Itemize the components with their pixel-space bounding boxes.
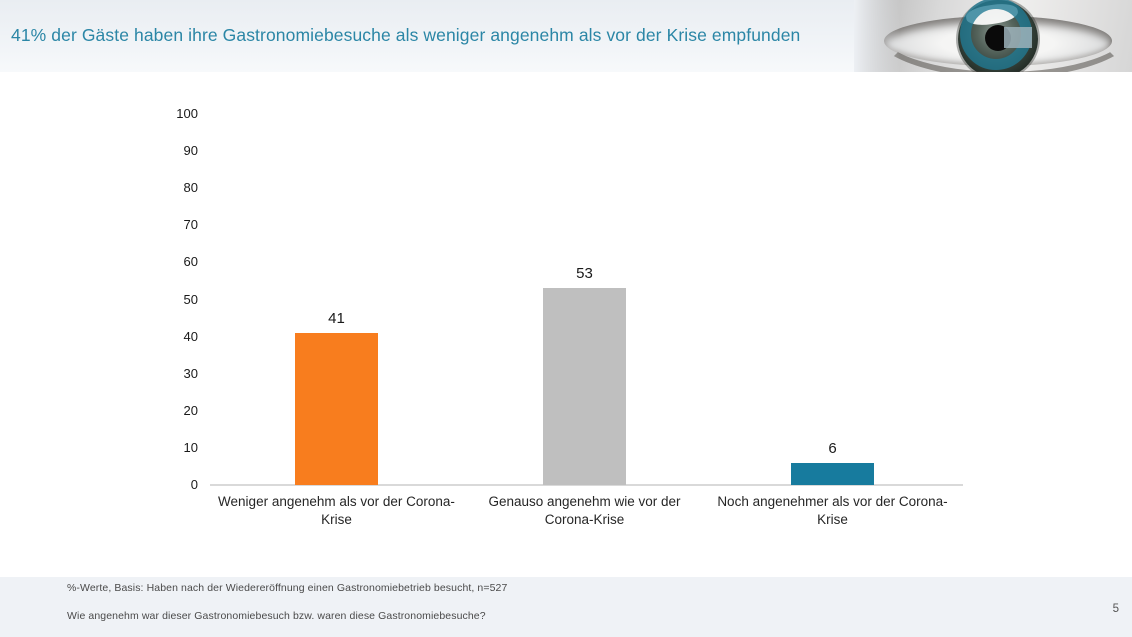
bar-group-noch-angenehmer: 6 Noch angenehmer als vor der Corona-Kri… [717, 0, 947, 637]
bar-genauso-angenehm [543, 288, 626, 485]
page-title: 41% der Gäste haben ihre Gastronomiebesu… [11, 25, 801, 45]
basis-note: %-Werte, Basis: Haben nach der Wiedererö… [67, 582, 508, 594]
bar-group-weniger-angenehm: 41 Weniger angenehm als vor der Corona-K… [218, 0, 455, 637]
y-axis: 0 10 20 30 40 50 60 70 80 90 100 [150, 0, 198, 637]
page-number: 5 [1112, 603, 1119, 615]
y-tick-label: 10 [183, 439, 198, 455]
y-tick-label: 90 [183, 143, 198, 159]
category-label: Genauso angenehm wie vor der Corona-Kris… [488, 494, 681, 527]
eye-photo [854, 0, 1132, 72]
y-tick-label: 80 [183, 180, 198, 196]
footer: %-Werte, Basis: Haben nach der Wiedererö… [0, 577, 1132, 637]
y-tick-label: 30 [183, 365, 198, 381]
bar-value-label: 41 [328, 309, 345, 327]
survey-question: Wie angenehm war dieser Gastronomiebesuc… [67, 610, 486, 622]
y-tick-label: 70 [183, 217, 198, 233]
category-label: Weniger angenehm als vor der Corona-Kris… [218, 494, 455, 527]
y-tick-label: 0 [190, 477, 198, 492]
y-tick-label: 50 [183, 291, 198, 307]
bar-group-genauso-angenehm: 53 Genauso angenehm wie vor der Corona-K… [488, 0, 680, 637]
x-axis-line [210, 484, 963, 486]
y-tick-label: 60 [183, 254, 198, 270]
photo-blend [854, 0, 900, 72]
bar-noch-angenehmer [791, 462, 874, 485]
category-label: Noch angenehmer als vor der Corona-Krise [717, 494, 948, 527]
y-tick-label: 40 [183, 328, 198, 344]
bar-weniger-angenehm [295, 332, 378, 485]
y-tick-label: 100 [176, 106, 198, 121]
y-tick-label: 20 [183, 402, 198, 418]
header: 41% der Gäste haben ihre Gastronomiebesu… [0, 0, 1132, 72]
bar-value-label: 53 [576, 265, 593, 283]
company-logo-square [1004, 27, 1032, 48]
bar-value-label: 6 [828, 439, 837, 457]
